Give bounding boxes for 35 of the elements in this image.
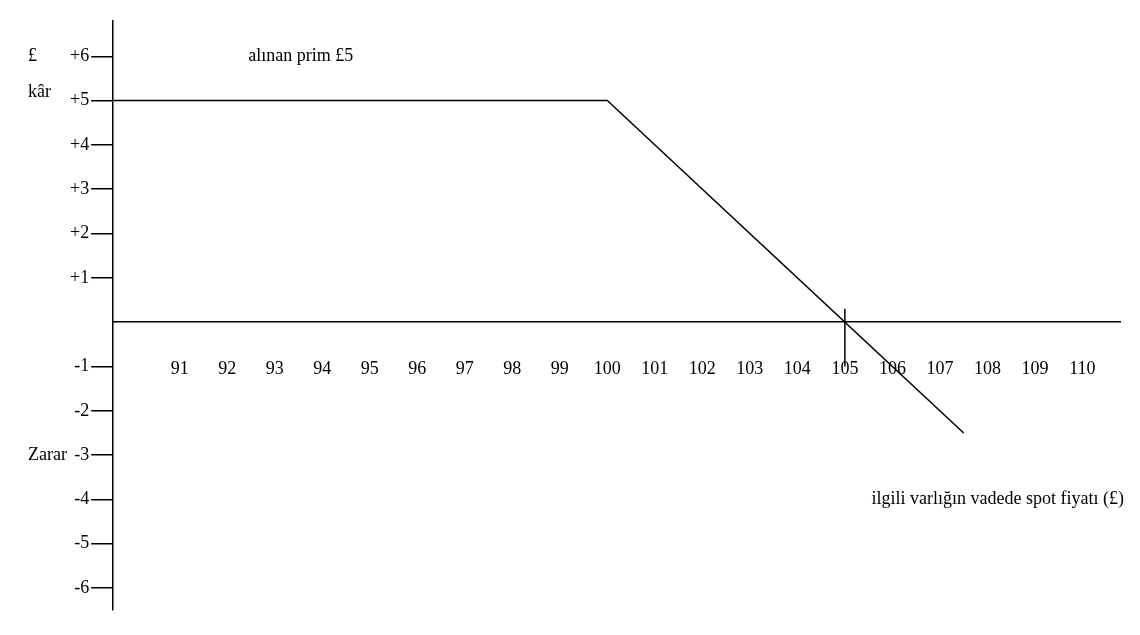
x-tick-label: 105 [831,357,859,378]
x-tick-label: 93 [265,357,284,378]
x-tick-label: 101 [641,357,669,378]
y-tick-label: -1 [74,355,90,376]
x-tick-label: 97 [455,357,474,378]
x-tick-label: 98 [503,357,522,378]
x-tick-label: 96 [408,357,427,378]
y-tick-label: +2 [70,222,90,243]
x-tick-label: 107 [926,357,954,378]
x-tick-label: 108 [973,357,1001,378]
y-tick-label: +4 [70,133,90,154]
x-axis-title: ilgili varlığın vadede spot fiyatı (£) [871,488,1124,510]
y-axis-title: £ kâr [28,44,51,101]
x-tick-label: 91 [170,357,189,378]
y-tick-label: +3 [70,177,90,198]
y-tick-label: -3 [74,443,90,464]
y-tick-label: +1 [70,266,90,287]
x-tick-label: 103 [736,357,764,378]
text: Zarar [28,443,67,464]
x-tick-label: 100 [593,357,621,378]
y-tick-label: -6 [74,576,90,597]
x-tick-label: 94 [313,357,332,378]
y-tick-label: -4 [74,488,90,509]
x-tick-label: 102 [688,357,716,378]
y-tick-label: +5 [70,89,90,110]
y-tick-label: -2 [74,399,90,420]
x-tick-label: 104 [783,357,811,378]
x-tick-label: 95 [360,357,379,378]
x-tick-label: 99 [550,357,569,378]
annotation: alınan prim £5 [248,44,354,65]
y-tick-label: +6 [70,44,90,65]
x-tick-label: 109 [1021,357,1049,378]
x-tick-label: 92 [218,357,237,378]
x-tick-label: 110 [1069,357,1096,378]
y-tick-label: -5 [74,532,90,553]
